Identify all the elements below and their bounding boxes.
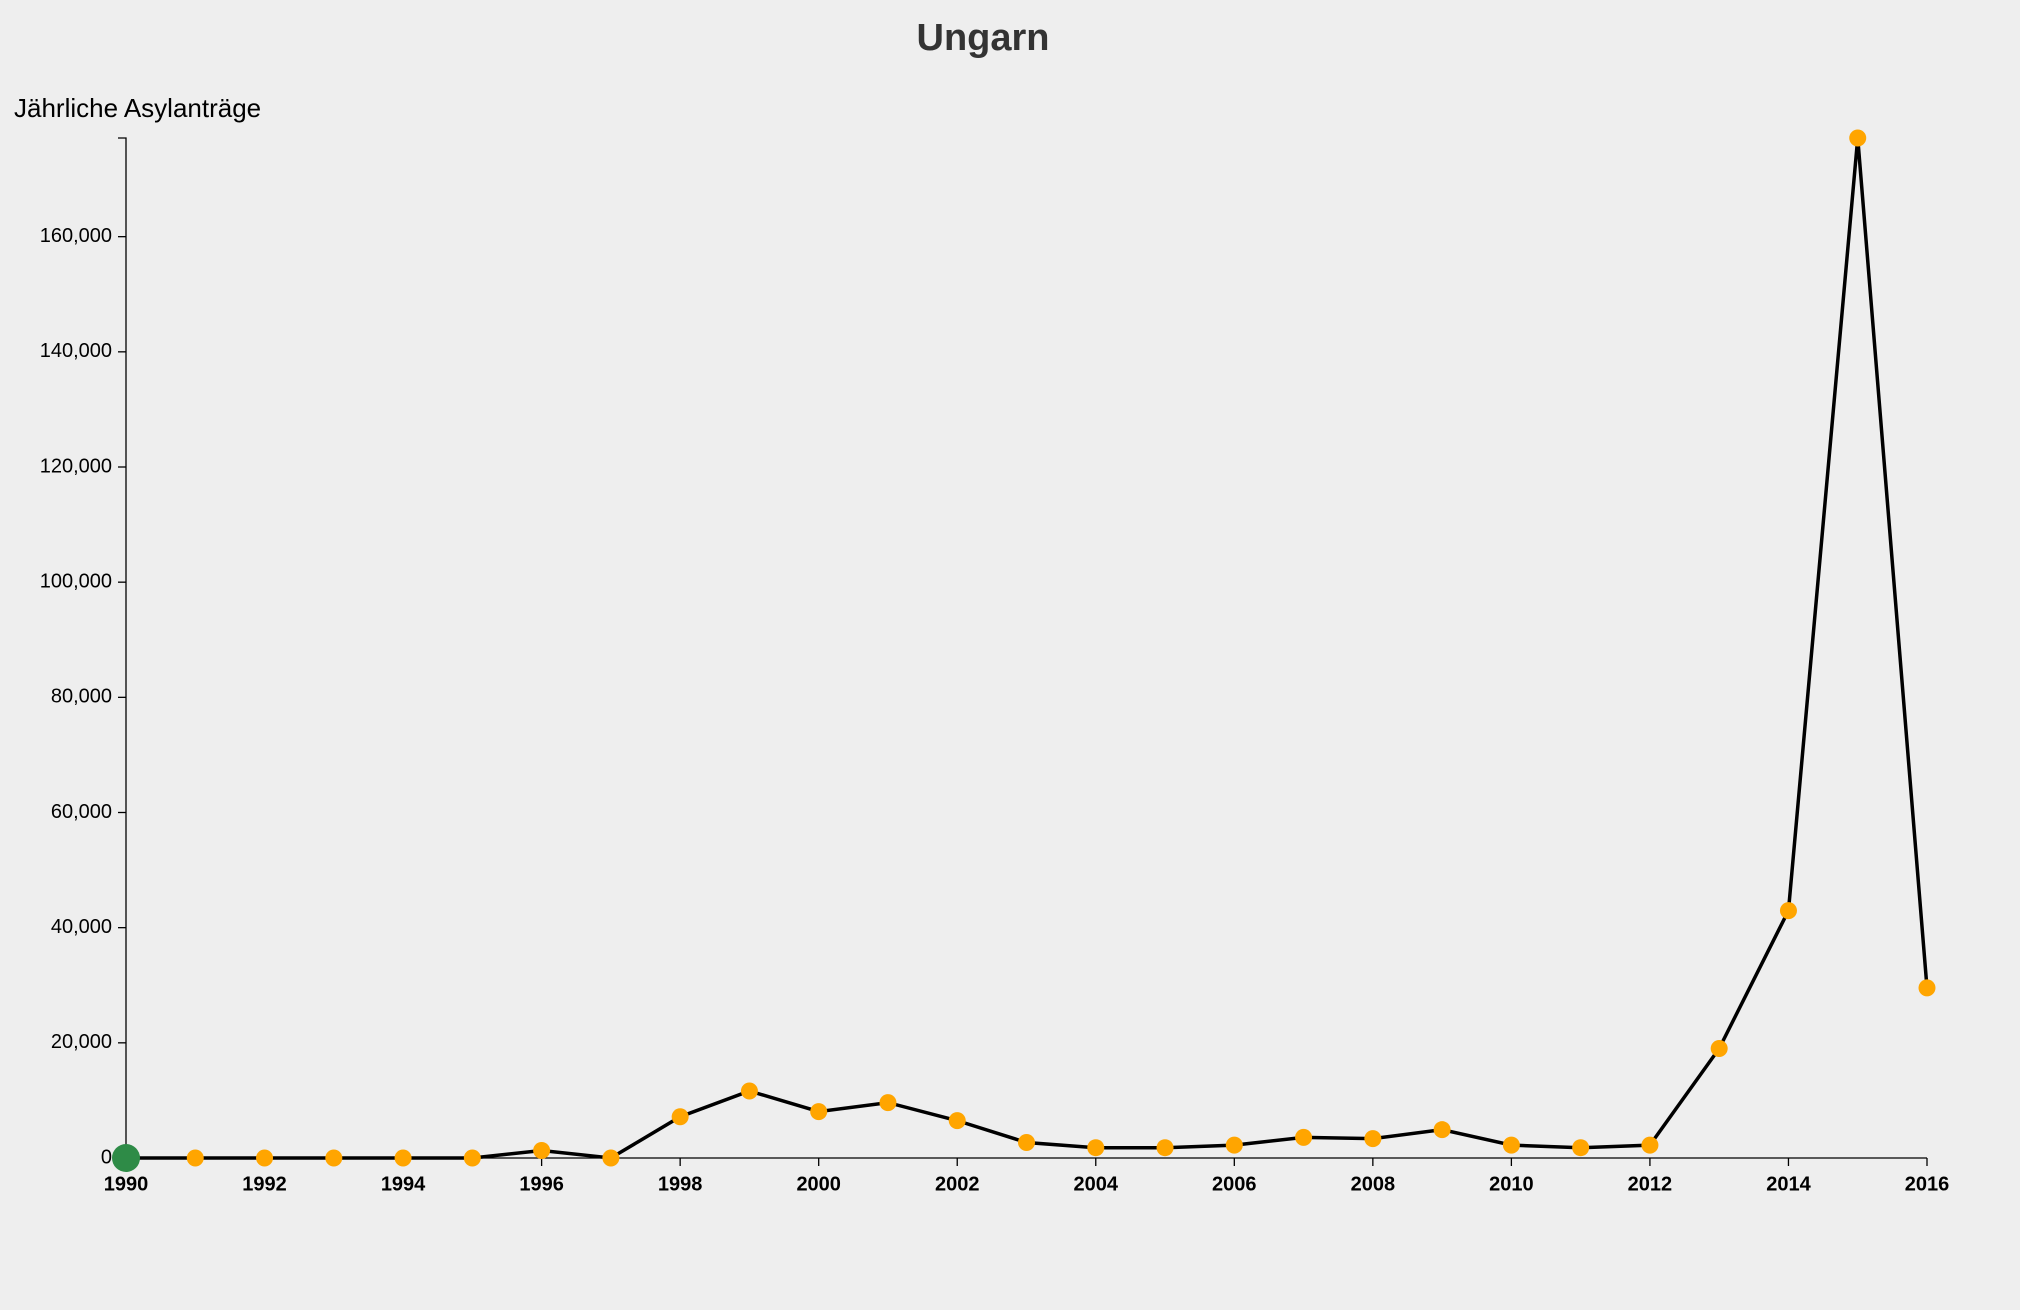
data-point — [1087, 1139, 1105, 1157]
data-point — [463, 1149, 481, 1167]
y-axis-line — [118, 137, 127, 1159]
data-point — [394, 1149, 412, 1167]
y-tick-label: 20,000 — [51, 1031, 112, 1053]
y-tick-label: 80,000 — [51, 686, 112, 708]
data-point — [1018, 1134, 1035, 1152]
data-point — [186, 1149, 204, 1167]
data-point — [1364, 1130, 1382, 1148]
chart-title: Ungarn — [917, 17, 1050, 59]
data-point — [325, 1149, 343, 1167]
x-tick-label: 2010 — [1489, 1173, 1534, 1195]
data-line — [126, 137, 1929, 1160]
data-point — [1918, 979, 1936, 997]
data-point — [1779, 902, 1797, 920]
data-point — [948, 1112, 966, 1130]
data-point — [602, 1149, 620, 1167]
data-point — [256, 1149, 274, 1167]
x-tick-label: 2014 — [1766, 1173, 1811, 1195]
y-tick-label: 0 — [101, 1146, 112, 1168]
x-tick-label: 1996 — [519, 1173, 564, 1195]
x-tick-label: 2000 — [796, 1173, 841, 1195]
data-point — [1156, 1139, 1174, 1157]
data-point — [1572, 1139, 1590, 1157]
data-point — [112, 1144, 140, 1172]
data-point — [1502, 1136, 1520, 1154]
x-tick-label: 2016 — [1905, 1173, 1950, 1195]
x-tick-label: 1992 — [242, 1173, 287, 1195]
y-tick-label: 120,000 — [40, 455, 112, 477]
x-tick-label: 2006 — [1212, 1173, 1257, 1195]
data-point — [671, 1108, 689, 1126]
y-tick-label: 100,000 — [40, 570, 112, 592]
y-tick-label: 160,000 — [40, 225, 112, 247]
data-point — [1641, 1136, 1659, 1154]
data-point — [1295, 1128, 1313, 1146]
y-axis-label: Jährliche Asylanträge — [14, 93, 261, 123]
data-point — [533, 1142, 551, 1160]
x-tick-label: 1994 — [381, 1173, 426, 1195]
x-tick-label: 2002 — [935, 1173, 980, 1195]
y-tick-label: 140,000 — [40, 340, 112, 362]
x-tick-label: 2008 — [1351, 1173, 1396, 1195]
x-tick-label: 1990 — [104, 1173, 149, 1195]
data-point — [1225, 1136, 1243, 1154]
x-tick-label: 2012 — [1628, 1173, 1673, 1195]
x-tick-label: 1998 — [658, 1173, 703, 1195]
y-tick-label: 60,000 — [51, 801, 112, 823]
data-point — [1849, 129, 1867, 147]
data-point — [1710, 1039, 1728, 1057]
data-point — [740, 1082, 758, 1100]
y-tick-label: 40,000 — [51, 916, 112, 938]
data-point — [810, 1103, 828, 1121]
x-tick-label: 2004 — [1074, 1173, 1119, 1195]
data-point — [879, 1094, 897, 1112]
data-point — [1433, 1121, 1451, 1139]
